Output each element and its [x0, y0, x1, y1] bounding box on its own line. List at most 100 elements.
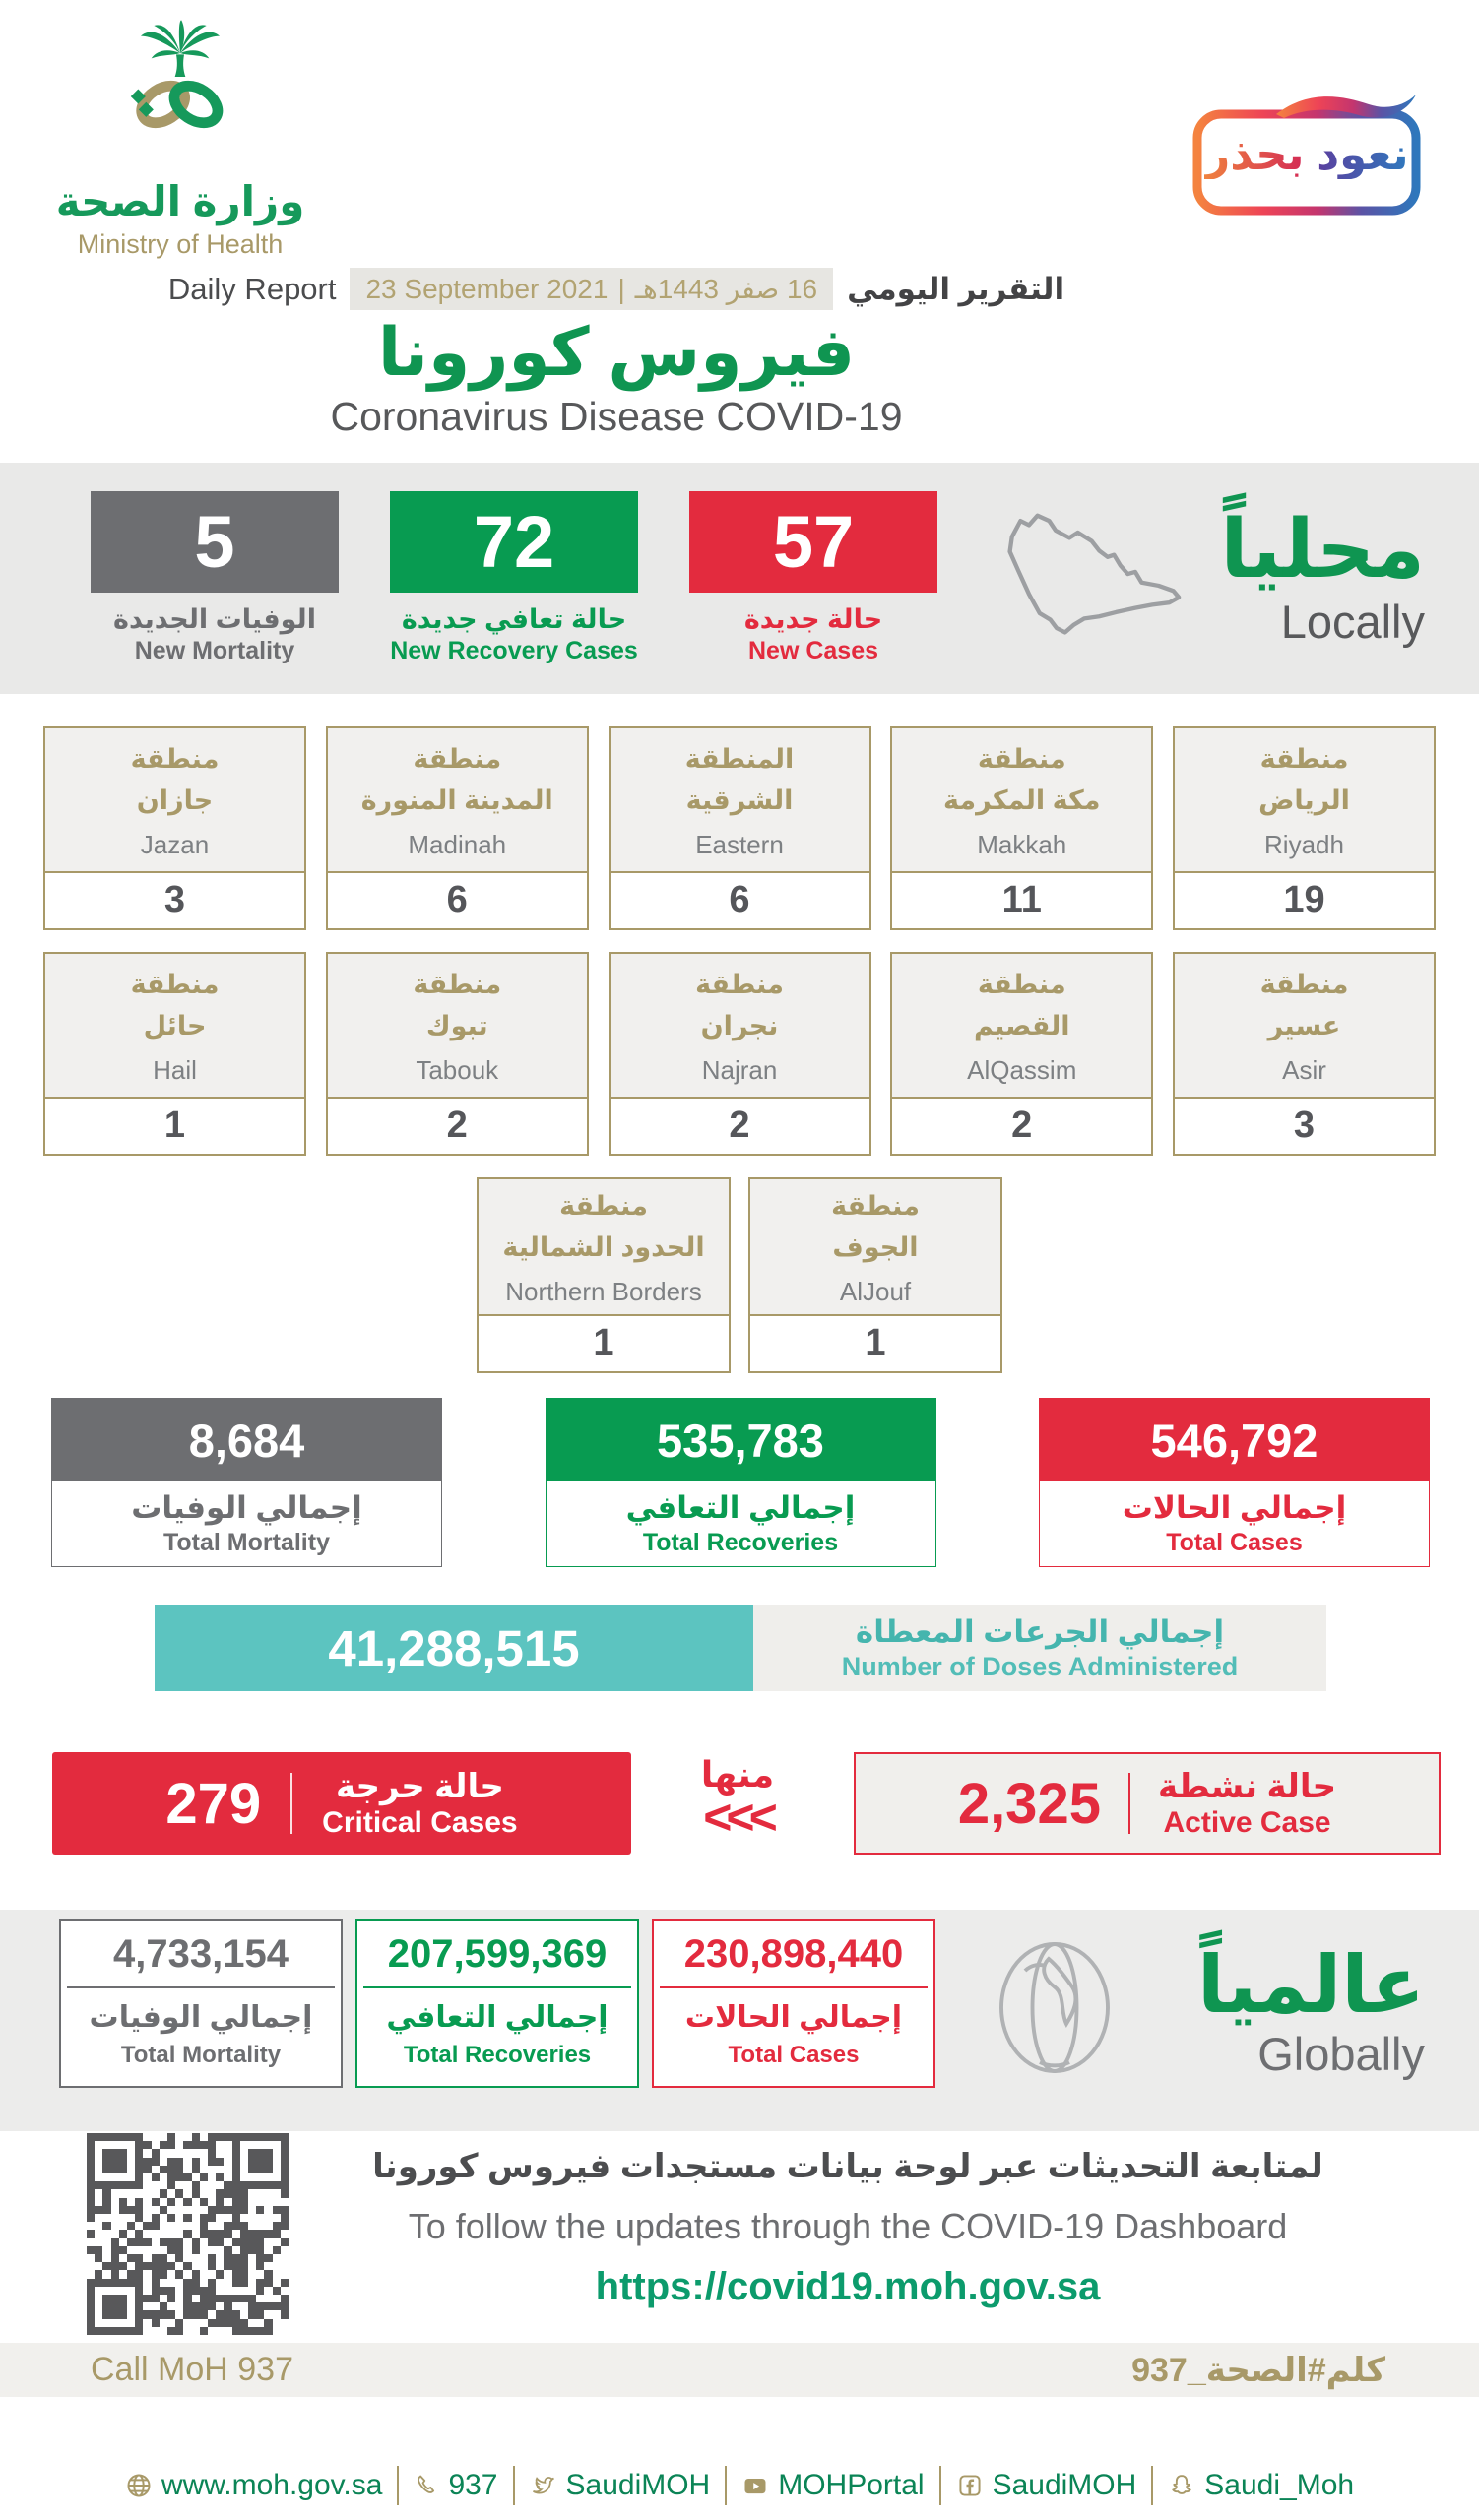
- region-value: 2: [610, 1099, 869, 1154]
- critical-cases-value: 279: [165, 1771, 262, 1836]
- critical-cases-box: 279 حالة حرجة Critical Cases: [52, 1752, 631, 1855]
- footer-item-facebook[interactable]: SaudiMOH: [956, 2469, 1136, 2502]
- regions-row-2: منطقة حائل Hail 1 منطقة تبوك Tabouk 2 من…: [43, 952, 1436, 1156]
- logo-arabic: وزارة الصحة: [55, 178, 305, 224]
- globe-icon: [981, 1926, 1128, 2094]
- qr-code: [87, 2133, 289, 2335]
- divider: [660, 1986, 928, 1988]
- region-value: 1: [479, 1316, 729, 1371]
- date-box: 23 September 2021 | 16 صفر 1443هـ: [350, 268, 834, 310]
- footer-item-phone[interactable]: 937: [414, 2469, 498, 2502]
- region-value: 2: [327, 1099, 587, 1154]
- header-center: Daily Report 23 September 2021 | 16 صفر …: [0, 268, 1233, 440]
- return-with-caution-badge: نعود بحذر: [1190, 85, 1424, 222]
- stat-new-mortality: 5 الوفيات الجديدة New Mortality: [91, 491, 339, 665]
- date-hijri: 16 صفر 1443هـ: [634, 274, 818, 304]
- doses-band: 41,288,515 إجمالي الجرعات المعطاة Number…: [155, 1605, 1326, 1691]
- moh-logo-icon: [130, 20, 224, 129]
- locally-band: 5 الوفيات الجديدة New Mortality 72 حالة …: [0, 463, 1479, 694]
- moh-logo: وزارة الصحة Ministry of Health: [47, 18, 313, 260]
- saudi-arabia-map-icon: [989, 492, 1190, 651]
- total-mortality-value: 8,684: [52, 1399, 441, 1481]
- footer-links: www.moh.gov.sa 937 SaudiMOH: [125, 2466, 1354, 2505]
- stat-new-recovery-cases: 72 حالة تعافي جديدة New Recovery Cases: [390, 491, 638, 665]
- call-band: Call MoH 937 كلم#الصحة_937: [0, 2343, 1479, 2397]
- dashboard-text: لمتابعة التحديثات عبر لوحة بيانات مستجدا…: [372, 2148, 1323, 2308]
- regions-section: منطقة جازان Jazan 3 منطقة المدينة المنور…: [0, 694, 1479, 1373]
- global-mortality-card: 4,733,154 إجمالي الوفيات Total Mortality: [59, 1919, 343, 2088]
- footer: www.moh.gov.sa 937 SaudiMOH: [0, 2397, 1479, 2520]
- footer-item-snapchat[interactable]: Saudi_Moh: [1168, 2469, 1354, 2502]
- phone-icon: [418, 2475, 435, 2493]
- locally-heading: محلياً Locally: [1220, 504, 1425, 649]
- date-separator: |: [617, 273, 625, 304]
- region-card-northern-borders: منطقة الحدود الشمالية Northern Borders 1: [477, 1177, 731, 1373]
- regions-row-1: منطقة جازان Jazan 3 منطقة المدينة المنور…: [43, 726, 1436, 930]
- regions-row-3: منطقة الحدود الشمالية Northern Borders 1…: [43, 1177, 1436, 1373]
- daily-report-label: Daily Report: [167, 271, 337, 306]
- region-value: 3: [45, 873, 304, 928]
- global-cases-card: 230,898,440 إجمالي الحالات Total Cases: [652, 1919, 935, 2088]
- facebook-icon: [959, 2475, 981, 2496]
- dashboard-url-link[interactable]: https://covid19.moh.gov.sa: [595, 2265, 1101, 2308]
- active-cases-value: 2,325: [957, 1771, 1101, 1836]
- stat-new-cases: 57 حالة جديدة New Cases: [689, 491, 937, 665]
- divider: [1127, 1773, 1130, 1834]
- footer-item-twitter[interactable]: SaudiMOH: [530, 2469, 710, 2502]
- twitter-icon: [532, 2477, 554, 2494]
- region-card-hail: منطقة حائل Hail 1: [43, 952, 306, 1156]
- divider: [1151, 2466, 1154, 2505]
- region-value: 6: [610, 873, 869, 928]
- globally-heading: عالمياً Globally: [1197, 1919, 1425, 2081]
- region-card-aljouf: منطقة الجوف AlJouf 1: [748, 1177, 1002, 1373]
- region-value: 1: [45, 1099, 304, 1154]
- globally-band: 4,733,154 إجمالي الوفيات Total Mortality…: [0, 1910, 1479, 2131]
- footer-item-youtube[interactable]: MOHPortal: [741, 2469, 925, 2502]
- date-gregorian: 23 September 2021: [365, 273, 609, 304]
- global-mortality-value: 4,733,154: [113, 1932, 289, 1976]
- dashboard-section: لمتابعة التحديثات عبر لوحة بيانات مستجدا…: [0, 2131, 1479, 2343]
- divider: [725, 2466, 728, 2505]
- divider: [512, 2466, 515, 2505]
- of-which-indicator: منها <<<: [659, 1752, 816, 1845]
- daily-report-label-ar: التقرير اليومي: [847, 271, 1065, 306]
- call-moh-label: Call MoH 937: [91, 2351, 293, 2388]
- critical-active-section: 279 حالة حرجة Critical Cases منها <<< 2,…: [0, 1737, 1479, 1910]
- locally-heading-ar: محلياً: [1220, 504, 1425, 595]
- total-mortality-card: 8,684 إجمالي الوفيات Total Mortality: [51, 1398, 442, 1567]
- global-recoveries-value: 207,599,369: [387, 1932, 608, 1976]
- local-totals-section: 8,684 إجمالي الوفيات Total Mortality 535…: [0, 1373, 1479, 1580]
- region-value: 1: [750, 1316, 1000, 1371]
- region-card-madinah: منطقة المدينة المنورة Madinah 6: [325, 726, 589, 930]
- badge-frame-icon: [1192, 94, 1421, 216]
- total-recoveries-card: 535,783 إجمالي التعافي Total Recoveries: [545, 1398, 936, 1567]
- divider: [290, 1773, 293, 1834]
- region-card-najran: منطقة نجران Najran 2: [608, 952, 871, 1156]
- region-card-riyadh: منطقة الرياض Riyadh 19: [1173, 726, 1436, 930]
- footer-item-website[interactable]: www.moh.gov.sa: [125, 2469, 382, 2502]
- globally-heading-en: Globally: [1257, 2028, 1425, 2080]
- call-hashtag-label: كلم#الصحة_937: [1131, 2351, 1385, 2389]
- region-card-makkah: منطقة مكة المكرمة Makkah 11: [890, 726, 1154, 930]
- globe-icon: [127, 2474, 151, 2497]
- divider: [938, 2466, 941, 2505]
- youtube-icon: [744, 2479, 766, 2494]
- region-card-eastern: المنطقة الشرقية Eastern 6: [608, 726, 871, 930]
- region-value: 3: [1175, 1099, 1434, 1154]
- doses-value: 41,288,515: [155, 1605, 753, 1691]
- total-recoveries-value: 535,783: [546, 1399, 935, 1481]
- new-recovery-value: 72: [390, 491, 638, 593]
- region-value: 19: [1175, 873, 1434, 928]
- chevrons-icon: <<<: [703, 1790, 778, 1845]
- divider: [397, 2466, 400, 2505]
- page-title-arabic: فيروس كورونا: [377, 315, 856, 390]
- region-value: 11: [892, 873, 1152, 928]
- new-cases-value: 57: [689, 491, 937, 593]
- new-mortality-value: 5: [91, 491, 339, 593]
- region-card-alqassim: منطقة القصيم AlQassim 2: [890, 952, 1154, 1156]
- badge-text: نعود بحذر: [1204, 129, 1409, 179]
- region-value: 2: [892, 1099, 1152, 1154]
- global-recoveries-card: 207,599,369 إجمالي التعافي Total Recover…: [355, 1919, 639, 2088]
- doses-section: 41,288,515 إجمالي الجرعات المعطاة Number…: [0, 1605, 1479, 1737]
